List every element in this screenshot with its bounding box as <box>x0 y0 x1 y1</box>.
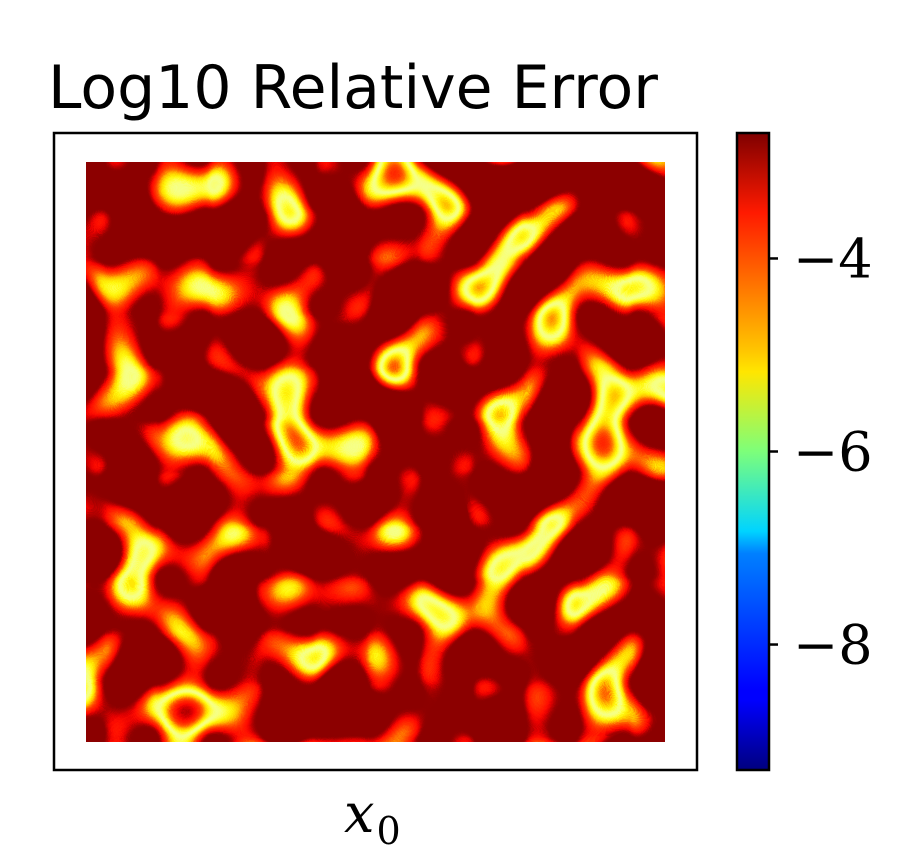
chart-title: Log10 Relative Error <box>48 53 658 123</box>
colorbar-ticks: −4 −6 −8 <box>769 227 873 677</box>
x-axis-label: x0 <box>344 782 401 853</box>
colorbar-tick-label: −8 <box>793 614 873 677</box>
colorbar-tick-label: −4 <box>793 227 873 290</box>
heatmap-image <box>86 162 665 742</box>
colorbar-tick-label: −6 <box>793 421 873 484</box>
colorbar <box>735 131 771 772</box>
